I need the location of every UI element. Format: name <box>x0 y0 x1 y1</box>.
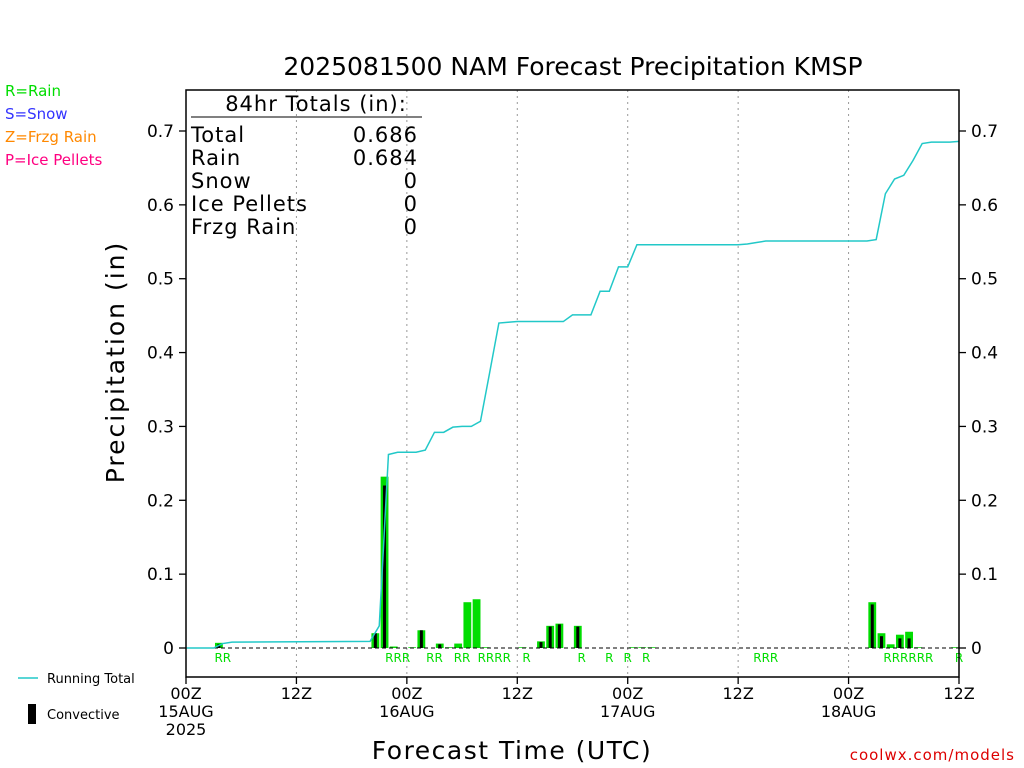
x-tick-label-4-1: 00Z <box>612 684 643 703</box>
y-tick-label-left-3: 0.3 <box>147 417 174 437</box>
x-tick-label-3-1: 12Z <box>502 684 533 703</box>
y-tick-label-right-1: 0.1 <box>971 565 998 585</box>
rain-bar-10 <box>472 599 481 648</box>
rain-bars <box>214 476 959 648</box>
credit-text: coolwx.com/models <box>850 746 1015 764</box>
y-tick-labels-right: 0 0.1 0.2 0.3 0.4 0.5 0.6 0.7 <box>959 122 998 659</box>
y-tick-label-right-4: 0.4 <box>971 344 998 364</box>
x-tick-label-2-2: 16AUG <box>379 702 434 721</box>
rain-bar-11 <box>481 647 490 648</box>
y-tick-label-left-2: 0.2 <box>147 491 174 511</box>
rain-bar-22 <box>886 644 895 648</box>
y-tick-label-right-7: 0.7 <box>971 122 998 142</box>
ptype-mark-7: R <box>605 651 613 665</box>
convective-bar-12 <box>907 638 911 648</box>
x-tick-label-0-3: 2025 <box>166 720 207 739</box>
x-tick-label-1-1: 12Z <box>281 684 312 703</box>
totals-value-0: 0.686 <box>353 123 418 147</box>
rain-bar-9 <box>463 602 472 648</box>
series-legend-label-1: Convective <box>47 708 120 723</box>
ptype-marks: RR RRR RR RR RRRR R R R R R RRR RRRRRR R <box>214 651 963 665</box>
convective-bar-8 <box>576 626 580 648</box>
ptype-legend-3: P=Ice Pellets <box>5 151 102 169</box>
ptype-mark-3: RR <box>454 651 471 665</box>
ptype-mark-4: RRRR <box>478 651 511 665</box>
y-tick-label-left-6: 0.6 <box>147 196 174 216</box>
ptype-mark-2: RR <box>426 651 443 665</box>
ptype-legend: R=Rain S=Snow Z=Frzg Rain P=Ice Pellets <box>5 82 102 169</box>
totals-label-0: Total <box>190 123 245 147</box>
y-tick-label-left-0: 0 <box>163 639 174 659</box>
ptype-mark-6: R <box>578 651 586 665</box>
series-legend: Running Total Convective <box>18 672 135 724</box>
totals-value-3: 0 <box>404 192 418 216</box>
totals-value-4: 0 <box>404 215 418 239</box>
totals-label-2: Snow <box>191 169 252 193</box>
convective-bar-9 <box>870 604 874 648</box>
ptype-mark-1: RRR <box>385 651 410 665</box>
convective-bar-1 <box>373 633 377 648</box>
y-tick-label-left-4: 0.4 <box>147 344 174 364</box>
y-tick-label-right-5: 0.5 <box>971 270 998 290</box>
y-tick-labels-left: 0 0.1 0.2 0.3 0.4 0.5 0.6 0.7 <box>147 122 186 659</box>
x-tick-label-6-1: 00Z <box>833 684 864 703</box>
y-tick-label-left-5: 0.5 <box>147 270 174 290</box>
convective-bars <box>217 485 911 648</box>
ptype-mark-5: R <box>522 651 530 665</box>
y-axis-title: Precipitation (in) <box>101 241 130 484</box>
y-tick-label-left-7: 0.7 <box>147 122 174 142</box>
ptype-mark-11: RRRRRR <box>883 651 933 665</box>
y-tick-label-right-6: 0.6 <box>971 196 998 216</box>
ptype-mark-10: RRR <box>753 651 778 665</box>
plot-frame <box>185 89 960 678</box>
x-tick-label-6-2: 18AUG <box>821 702 876 721</box>
ptype-legend-0: R=Rain <box>5 82 61 100</box>
series-legend-swatch-1 <box>28 704 36 724</box>
convective-bar-7 <box>557 624 561 648</box>
totals-value-1: 0.684 <box>353 146 418 170</box>
x-axis-title: Forecast Time (UTC) <box>372 736 652 765</box>
running-total-line <box>186 140 960 649</box>
ptype-legend-2: Z=Frzg Rain <box>5 128 97 146</box>
convective-bar-2 <box>383 485 387 648</box>
totals-header: 84hr Totals (in): <box>225 92 407 116</box>
totals-label-3: Ice Pellets <box>191 192 308 216</box>
y-tick-label-right-0: 0 <box>971 639 982 659</box>
ptype-mark-9: R <box>642 651 650 665</box>
y-tick-label-right-2: 0.2 <box>971 491 998 511</box>
x-tick-label-2-1: 00Z <box>391 684 422 703</box>
ptype-mark-0: RR <box>214 651 231 665</box>
x-tick-label-7-1: 12Z <box>943 684 974 703</box>
x-tick-label-0-2: 15AUG <box>158 702 213 721</box>
ptype-mark-8: R <box>624 651 632 665</box>
ptype-legend-1: S=Snow <box>5 105 68 123</box>
convective-bar-4 <box>438 644 442 648</box>
convective-bar-5 <box>539 642 543 648</box>
convective-bar-6 <box>548 626 552 648</box>
rain-bar-8 <box>454 643 463 648</box>
rain-bar-17 <box>629 647 637 648</box>
chart-title: 2025081500 NAM Forecast Precipitation KM… <box>283 52 862 81</box>
totals-box: 84hr Totals (in): Total 0.686 Rain 0.684 Sno… <box>190 92 422 239</box>
y-tick-label-right-3: 0.3 <box>971 417 998 437</box>
x-tick-label-4-2: 17AUG <box>600 702 655 721</box>
convective-bar-3 <box>419 630 423 648</box>
rain-bar-26 <box>951 647 959 648</box>
totals-value-2: 0 <box>404 169 418 193</box>
totals-label-1: Rain <box>191 146 241 170</box>
totals-label-4: Frzg Rain <box>191 215 296 239</box>
convective-bar-11 <box>898 638 902 648</box>
convective-bar-10 <box>879 636 883 648</box>
series-legend-label-0: Running Total <box>47 672 135 687</box>
rain-bar-3 <box>389 646 398 648</box>
x-tick-label-5-1: 12Z <box>722 684 753 703</box>
x-tick-label-0-1: 00Z <box>170 684 201 703</box>
rain-bar-25 <box>914 647 923 648</box>
y-tick-label-left-1: 0.1 <box>147 565 174 585</box>
grid-lines <box>295 90 850 677</box>
